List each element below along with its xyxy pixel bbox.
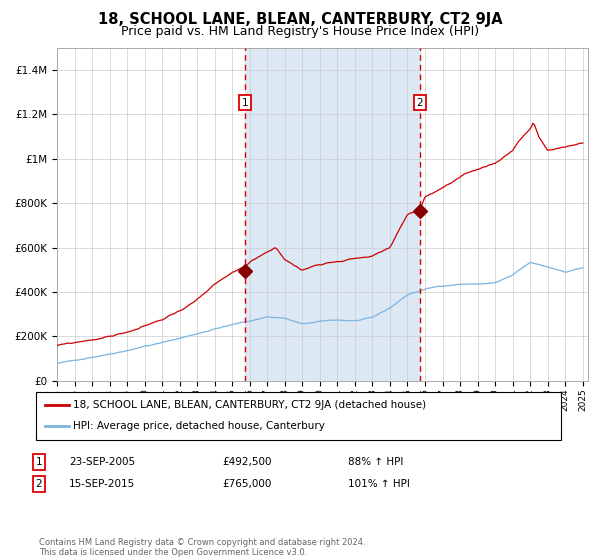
- Text: 15-SEP-2015: 15-SEP-2015: [69, 479, 135, 489]
- Bar: [245, 48, 420, 381]
- Text: £765,000: £765,000: [222, 479, 271, 489]
- Text: 2: 2: [35, 479, 43, 489]
- Text: 18, SCHOOL LANE, BLEAN, CANTERBURY, CT2 9JA: 18, SCHOOL LANE, BLEAN, CANTERBURY, CT2 …: [98, 12, 502, 27]
- Text: Contains HM Land Registry data © Crown copyright and database right 2024.
This d: Contains HM Land Registry data © Crown c…: [39, 538, 365, 557]
- Text: 101% ↑ HPI: 101% ↑ HPI: [348, 479, 410, 489]
- Text: Price paid vs. HM Land Registry's House Price Index (HPI): Price paid vs. HM Land Registry's House …: [121, 25, 479, 38]
- Text: 23-SEP-2005: 23-SEP-2005: [69, 457, 135, 467]
- Text: 2: 2: [416, 97, 423, 108]
- Text: 18, SCHOOL LANE, BLEAN, CANTERBURY, CT2 9JA (detached house): 18, SCHOOL LANE, BLEAN, CANTERBURY, CT2 …: [73, 400, 427, 410]
- Text: 1: 1: [35, 457, 43, 467]
- Text: 88% ↑ HPI: 88% ↑ HPI: [348, 457, 403, 467]
- Text: £492,500: £492,500: [222, 457, 271, 467]
- Text: HPI: Average price, detached house, Canterbury: HPI: Average price, detached house, Cant…: [73, 421, 325, 431]
- Text: 1: 1: [242, 97, 248, 108]
